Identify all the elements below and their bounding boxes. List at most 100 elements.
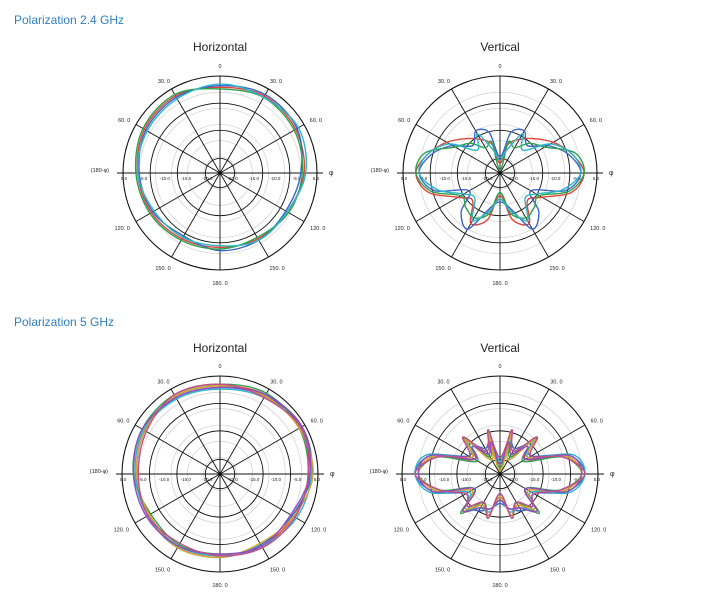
radial-tick-right: -20.0 [227,176,238,181]
radial-tick-left: -10.0 [159,477,170,482]
radial-tick-left: 5.0 [400,477,407,482]
radial-tick-right: -10.0 [270,176,281,181]
series-line-3 [418,133,582,222]
grid-spoke [415,124,501,174]
angle-label-180: 180. 0 [492,583,507,589]
angle-label-30-right: 30. 0 [550,379,562,385]
series-line-4 [417,432,583,516]
radial-tick-right: -10.0 [551,477,562,482]
radial-tick-right: -15.0 [529,176,540,181]
radial-tick-right: -5.0 [294,477,302,482]
radial-tick-right: -10.0 [271,477,282,482]
grid-spoke [171,88,221,174]
radial-tick-left: -5.0 [419,477,427,482]
angle-label-150-left: 150. 0 [155,266,170,272]
polar-chart-3: Vertical 0 180. 0 30. 0 30. 0 60. 0 60. 0 120. … [370,341,615,589]
grid-spoke [170,388,221,475]
chart-title: Horizontal [193,341,247,355]
series-line-3 [136,83,308,247]
radial-tick-right: -20.0 [507,176,518,181]
axis-label-right: φ [609,170,614,177]
angle-label-60-left: 60. 0 [398,118,410,124]
radial-tick-right: -20.0 [228,477,239,482]
angle-label-30-left: 30. 0 [437,379,449,385]
angle-label-180: 180. 0 [492,281,507,287]
angle-label-150-right: 150. 0 [550,568,565,574]
radial-tick-left: -5.0 [140,176,148,181]
axis-label-left: (180-φ) [370,469,388,475]
chart-title: Vertical [480,341,519,355]
grid-spoke [414,424,501,475]
axis-label-right: φ [610,471,615,478]
radial-tick-left: -10.0 [440,176,451,181]
grid-spoke [134,424,221,475]
angle-label-150-right: 150. 0 [270,568,285,574]
polar-chart-1: Vertical 0 180. 0 30. 0 30. 0 60. 0 60. 0 120. … [371,40,614,287]
axis-label-right: φ [329,170,334,177]
angle-label-120-left: 120. 0 [115,226,130,232]
grid-spoke [499,473,550,560]
axis-label-left: (180-φ) [90,469,108,475]
grid-spoke [171,172,221,258]
radial-tick-left: -15.0 [461,477,472,482]
angle-label-120-left: 120. 0 [114,528,129,534]
angle-label-0: 0 [498,64,501,70]
angle-label-150-left: 150. 0 [435,266,450,272]
angle-label-120-right: 120. 0 [590,226,605,232]
angle-label-30-left: 30. 0 [157,379,169,385]
series-line-2 [134,87,304,250]
radial-tick-left: -5.0 [420,176,428,181]
radial-tick-left: 5.0 [121,176,128,181]
angle-label-30-left: 30. 0 [438,79,450,85]
grid-spoke [414,473,501,524]
radial-tick-right: -15.0 [249,477,260,482]
radial-tick-left: -20.0 [482,176,493,181]
series-line-5 [417,441,583,513]
angle-label-120-right: 120. 0 [311,528,326,534]
series-line-0 [415,137,585,226]
grid-spoke [450,473,501,560]
series-line-2 [415,140,585,219]
chart-title: Horizontal [193,40,247,54]
angle-label-30-right: 30. 0 [550,79,562,85]
angle-label-60-left: 60. 0 [117,419,129,425]
grid-spoke [135,124,221,174]
radial-tick-left: -15.0 [181,176,192,181]
angle-label-150-right: 150. 0 [549,266,564,272]
series-line-5 [132,386,312,555]
angle-label-60-right: 60. 0 [311,419,323,425]
radial-tick-right: -15.0 [529,477,540,482]
radial-tick-left: -5.0 [139,477,147,482]
radial-tick-right: 5.0 [593,176,600,181]
radial-tick-left: 5.0 [401,176,408,181]
section-title-2g: Polarization 2.4 GHz [14,13,125,27]
series-line-4 [135,385,314,559]
grid-spoke [499,124,585,174]
radial-tick-right: -15.0 [249,176,260,181]
angle-label-150-right: 150. 0 [269,266,284,272]
radial-tick-left: -20.0 [202,477,213,482]
grid-spoke [451,172,501,258]
series-line-6 [414,429,586,519]
radial-tick-right: -10.0 [550,176,561,181]
radial-tick-right: 5.0 [314,477,321,482]
angle-label-120-left: 120. 0 [395,226,410,232]
series-line-1 [138,84,303,252]
grid-spoke [219,388,270,475]
polar-chart-0: Horizontal 0 180. 0 30. 0 30. 0 60. 0 60. 0 120… [91,40,334,287]
angle-label-180: 180. 0 [212,583,227,589]
polar-chart-2: Horizontal 0 180. 0 30. 0 30. 0 60. 0 60. 0 120… [90,341,335,589]
angle-label-120-left: 120. 0 [394,528,409,534]
radial-tick-right: -20.0 [508,477,519,482]
chart-title: Vertical [480,40,519,54]
series-line-0 [136,86,306,249]
series-line-6 [137,383,310,557]
angle-label-60-right: 60. 0 [310,118,322,124]
grid-spoke [219,124,305,174]
grid-spoke [499,473,586,524]
radial-tick-left: -15.0 [181,477,192,482]
axis-label-left: (180-φ) [91,168,109,174]
angle-label-0: 0 [218,364,221,370]
radial-tick-left: -20.0 [482,477,493,482]
